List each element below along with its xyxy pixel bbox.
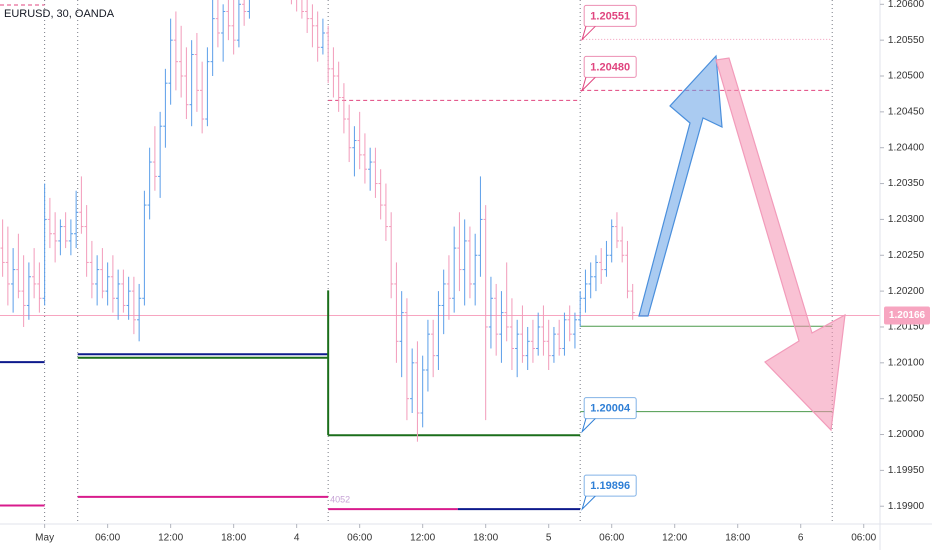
y-tick-label: 1.20550 [888,35,925,46]
x-tick-label: 6 [798,533,804,544]
axes: 1.19900 1.19950 1.20000 1.20050 1.20100 1.201… [35,0,930,544]
up-arrow [638,54,723,317]
y-tick-label: 1.20450 [888,106,925,117]
y-tick-label: 1.20350 [888,178,925,189]
down-arrow [715,57,846,432]
callout-box [583,4,637,27]
x-tick-label: 06:00 [95,533,120,544]
callout-box [583,397,637,420]
x-tick-label: 12:00 [662,533,687,544]
y-tick-label: 1.19950 [888,465,925,476]
x-tick-label: 4 [294,533,300,544]
callout-label: 1.20004 [590,403,631,415]
callout-box [583,474,637,497]
y-tick-label: 1.20400 [888,142,925,153]
y-tick-label: 1.20250 [888,250,925,261]
y-tick-label: 1.20100 [888,357,925,368]
callout-pointer [581,494,597,511]
symbol-title: EURUSD, 30, OANDA [4,8,115,20]
x-tick-label: 12:00 [158,533,183,544]
x-tick-label: 18:00 [473,533,498,544]
y-tick-label: 1.20150 [888,322,925,333]
x-tick-label: 18:00 [221,533,246,544]
x-tick-label: 06:00 [599,533,624,544]
x-tick-label: 5 [546,533,552,544]
callout-pointer [581,417,597,434]
x-tick-label: May [35,533,54,544]
y-tick-label: 1.20600 [888,0,925,10]
callout-box [583,55,637,78]
callout-pointer [581,25,597,42]
y-tick-label: 1.19900 [888,501,925,512]
callout-label: 1.20551 [590,10,630,22]
x-tick-label: 18:00 [725,533,750,544]
drawings: 1.20551 1.20480 1.20004 1.19896 [581,4,846,511]
last-price-label: 1.20166 [889,310,926,321]
y-tick-label: 1.20000 [888,429,925,440]
x-tick-label: 06:00 [851,533,876,544]
last-price-tag [884,306,930,325]
x-tick-label: 06:00 [347,533,372,544]
x-tick-label: 12:00 [410,533,435,544]
callout-label: 1.19896 [590,480,630,492]
callout-pointer [581,75,597,93]
callout-label: 1.20480 [590,61,630,73]
annotation: 4052 [330,494,350,504]
y-tick-label: 1.20050 [888,393,925,404]
y-tick-label: 1.20500 [888,71,925,82]
plot-area: 4052 [0,0,880,522]
y-tick-label: 1.20200 [888,286,925,297]
y-tick-label: 1.20300 [888,214,925,225]
